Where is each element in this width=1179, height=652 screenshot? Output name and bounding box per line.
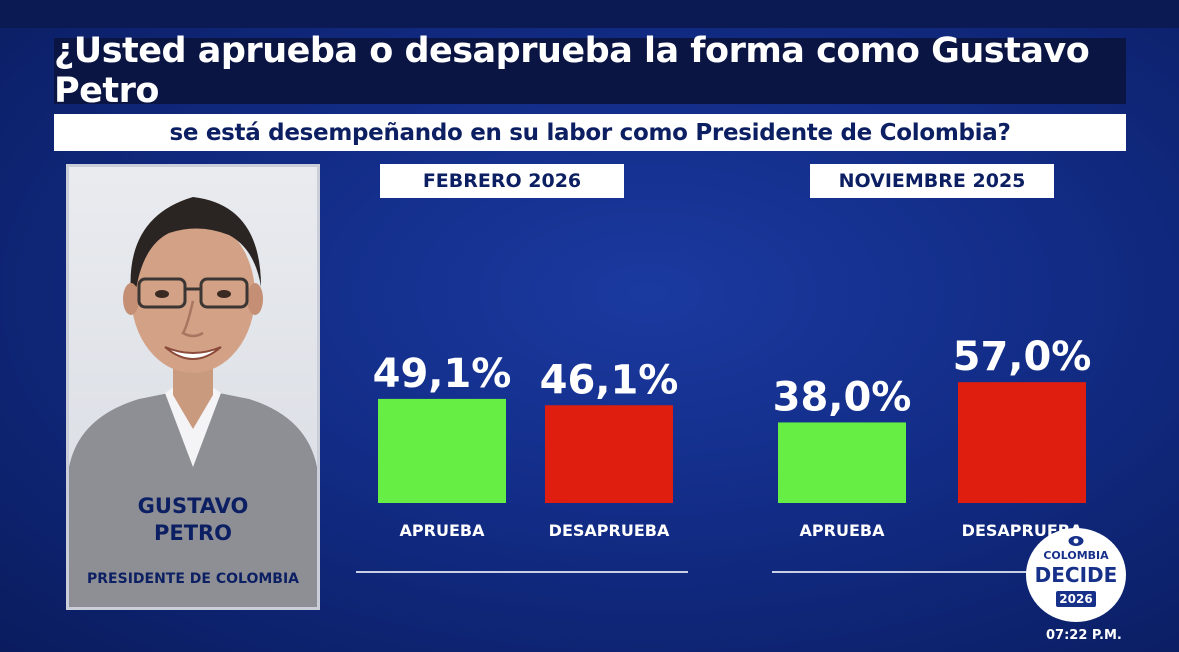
period-label-nov-2025: NOVIEMBRE 2025	[810, 164, 1054, 198]
broadcast-time: 07:22 P.M.	[1046, 628, 1122, 643]
bar-aprueba-0	[378, 398, 506, 503]
category-label-aprueba-0: APRUEBA	[400, 521, 486, 540]
logo-colombia-text: COLOMBIA	[1043, 549, 1109, 562]
colombia-decide-logo: COLOMBIA DECIDE 2026	[1026, 528, 1126, 622]
value-label-desaprueba-0: 46,1%	[540, 357, 679, 403]
bar-desaprueba-1	[958, 382, 1086, 503]
bar-desaprueba-0	[545, 405, 673, 503]
category-label-desaprueba-0: DESAPRUEBA	[549, 521, 670, 540]
politician-first-name: GUSTAVO	[137, 494, 249, 518]
politician-card: GUSTAVO PETRO PRESIDENTE DE COLOMBIA	[66, 164, 320, 610]
politician-role: PRESIDENTE DE COLOMBIA	[87, 571, 299, 587]
question-title: ¿Usted aprueba o desaprueba la forma com…	[54, 31, 1126, 111]
politician-name: GUSTAVO PETRO	[69, 493, 317, 547]
top-frame	[0, 0, 1179, 28]
question-subtitle: se está desempeñando en su labor como Pr…	[54, 114, 1126, 151]
logo-year-badge: 2026	[1056, 591, 1096, 607]
category-label-aprueba-1: APRUEBA	[800, 521, 886, 540]
value-label-desaprueba-1: 57,0%	[953, 334, 1092, 380]
politician-photo	[69, 167, 317, 607]
logo-decide-text: DECIDE	[1034, 563, 1118, 587]
period-label-feb-2026: FEBRERO 2026	[380, 164, 624, 198]
value-label-aprueba-1: 38,0%	[773, 374, 912, 420]
bar-aprueba-1	[778, 422, 906, 503]
eye-icon	[1068, 536, 1084, 546]
value-label-aprueba-0: 49,1%	[373, 351, 512, 397]
politician-last-name: PETRO	[153, 521, 233, 545]
